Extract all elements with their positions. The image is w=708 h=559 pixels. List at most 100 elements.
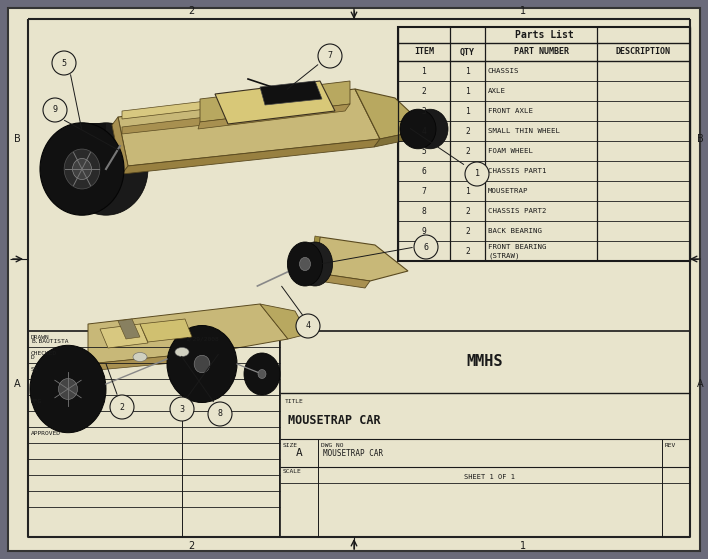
Polygon shape: [118, 89, 380, 166]
Text: (STRAW): (STRAW): [488, 252, 520, 259]
Circle shape: [318, 44, 342, 68]
Text: SIZE: SIZE: [283, 443, 298, 448]
Text: 6: 6: [421, 167, 426, 176]
Text: 4: 4: [305, 321, 311, 330]
Text: AXLE: AXLE: [488, 88, 506, 94]
Polygon shape: [122, 139, 380, 174]
Polygon shape: [310, 236, 320, 273]
Text: MOUSETRAP CAR: MOUSETRAP CAR: [288, 414, 381, 427]
Text: B.BAUTISTA: B.BAUTISTA: [31, 339, 69, 344]
Text: 3: 3: [421, 107, 426, 116]
Ellipse shape: [64, 123, 148, 215]
Text: APPROVED: APPROVED: [31, 431, 61, 436]
Text: 9: 9: [421, 226, 426, 235]
Ellipse shape: [299, 257, 311, 271]
Text: PART NUMBER: PART NUMBER: [513, 48, 569, 56]
Text: TITLE: TITLE: [285, 399, 304, 404]
Text: 8: 8: [217, 410, 222, 419]
Ellipse shape: [194, 356, 210, 373]
Text: 2: 2: [465, 146, 470, 155]
Circle shape: [43, 98, 67, 122]
Circle shape: [414, 235, 438, 259]
Ellipse shape: [287, 242, 323, 286]
Text: SHEET 1 OF 1: SHEET 1 OF 1: [464, 474, 515, 480]
Text: 7: 7: [328, 51, 333, 60]
Text: A: A: [296, 448, 302, 458]
Ellipse shape: [297, 242, 333, 286]
Bar: [280, 331, 690, 537]
Text: 1: 1: [465, 107, 470, 116]
Text: 9: 9: [52, 106, 57, 115]
Text: 2: 2: [465, 167, 470, 176]
Text: DESCRIPTION: DESCRIPTION: [616, 48, 671, 56]
Text: 6: 6: [423, 243, 428, 252]
Polygon shape: [82, 123, 106, 131]
Text: A: A: [697, 379, 703, 389]
Text: 1: 1: [520, 6, 526, 16]
Circle shape: [170, 397, 194, 421]
Ellipse shape: [30, 345, 106, 433]
Text: 2: 2: [465, 206, 470, 216]
Ellipse shape: [175, 348, 189, 357]
Text: CHASSIS PART2: CHASSIS PART2: [488, 208, 547, 214]
Text: FRONT BEARING: FRONT BEARING: [488, 244, 547, 250]
Bar: [398, 27, 690, 261]
Text: MFG: MFG: [31, 399, 42, 404]
Text: 1: 1: [520, 541, 526, 551]
Text: 2: 2: [120, 402, 125, 411]
Text: FRONT AXLE: FRONT AXLE: [488, 108, 533, 114]
Text: 2: 2: [465, 247, 470, 255]
Polygon shape: [260, 304, 308, 339]
Polygon shape: [122, 97, 240, 119]
Text: QTY: QTY: [460, 48, 475, 56]
Text: MOUSETRAP CAR: MOUSETRAP CAR: [323, 448, 383, 457]
Text: 2: 2: [465, 126, 470, 135]
Text: SA: SA: [31, 367, 38, 372]
Text: 1: 1: [465, 187, 470, 196]
Circle shape: [110, 395, 134, 419]
Text: B: B: [13, 134, 21, 144]
Text: DWG NO: DWG NO: [321, 443, 343, 448]
Circle shape: [208, 402, 232, 426]
Polygon shape: [260, 81, 322, 105]
Text: 1: 1: [474, 169, 479, 178]
Text: D: D: [31, 355, 35, 360]
Text: SMALL THIN WHEEL: SMALL THIN WHEEL: [488, 128, 560, 134]
Text: 2: 2: [188, 541, 194, 551]
Polygon shape: [198, 104, 350, 129]
Polygon shape: [118, 319, 140, 339]
Ellipse shape: [400, 109, 436, 149]
Polygon shape: [88, 304, 288, 364]
Ellipse shape: [167, 325, 237, 402]
Polygon shape: [355, 89, 428, 139]
Text: 4: 4: [421, 126, 426, 135]
Ellipse shape: [64, 149, 100, 189]
Text: A: A: [13, 379, 21, 389]
Ellipse shape: [244, 353, 280, 395]
Text: 2: 2: [188, 6, 194, 16]
Ellipse shape: [72, 159, 91, 179]
Ellipse shape: [59, 378, 77, 400]
Text: Parts List: Parts List: [515, 30, 573, 40]
Polygon shape: [316, 237, 408, 281]
Circle shape: [52, 51, 76, 75]
Polygon shape: [100, 324, 148, 348]
Text: MOUSETRAP: MOUSETRAP: [488, 188, 528, 194]
Circle shape: [465, 162, 489, 186]
Polygon shape: [215, 81, 335, 124]
Text: 2: 2: [421, 87, 426, 96]
Text: CHASSIS PART1: CHASSIS PART1: [488, 168, 547, 174]
Bar: [28, 331, 280, 537]
Text: MMHS: MMHS: [467, 354, 503, 369]
Polygon shape: [87, 351, 220, 371]
Text: ITEM: ITEM: [414, 48, 434, 56]
Polygon shape: [112, 117, 128, 174]
Text: 5: 5: [421, 146, 426, 155]
Text: SCALE: SCALE: [283, 469, 302, 474]
Circle shape: [296, 314, 320, 338]
Ellipse shape: [412, 109, 448, 149]
Ellipse shape: [133, 353, 147, 362]
Text: 10: 10: [419, 247, 429, 255]
Text: 5: 5: [62, 59, 67, 68]
Polygon shape: [122, 113, 240, 134]
